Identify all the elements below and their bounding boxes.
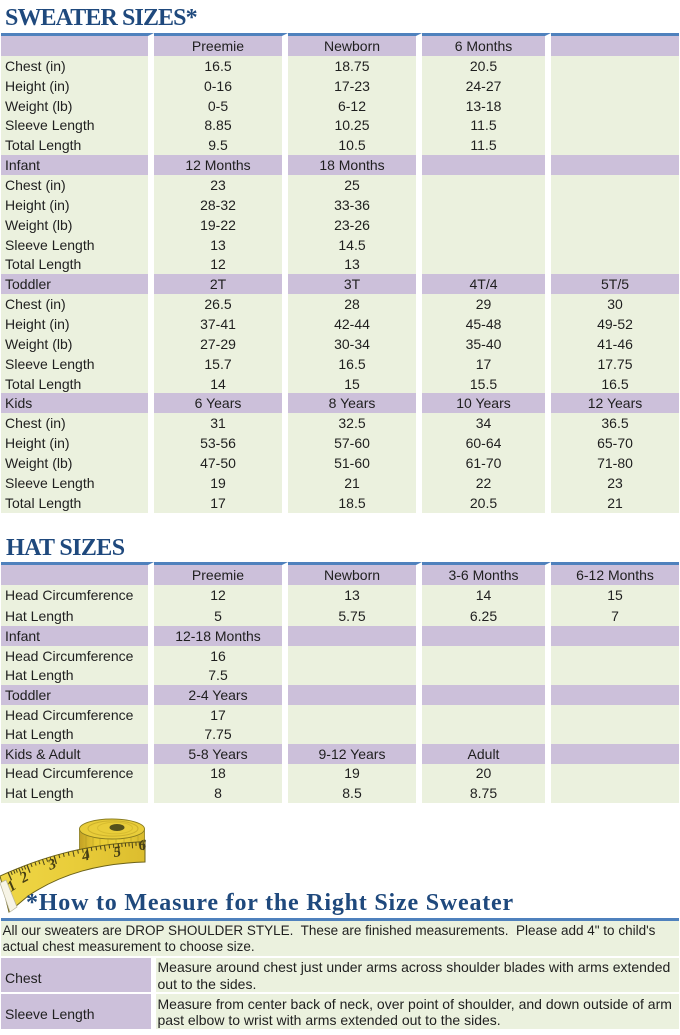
- svg-text:5: 5: [113, 844, 123, 861]
- svg-text:4: 4: [80, 848, 92, 866]
- svg-text:6: 6: [138, 837, 147, 854]
